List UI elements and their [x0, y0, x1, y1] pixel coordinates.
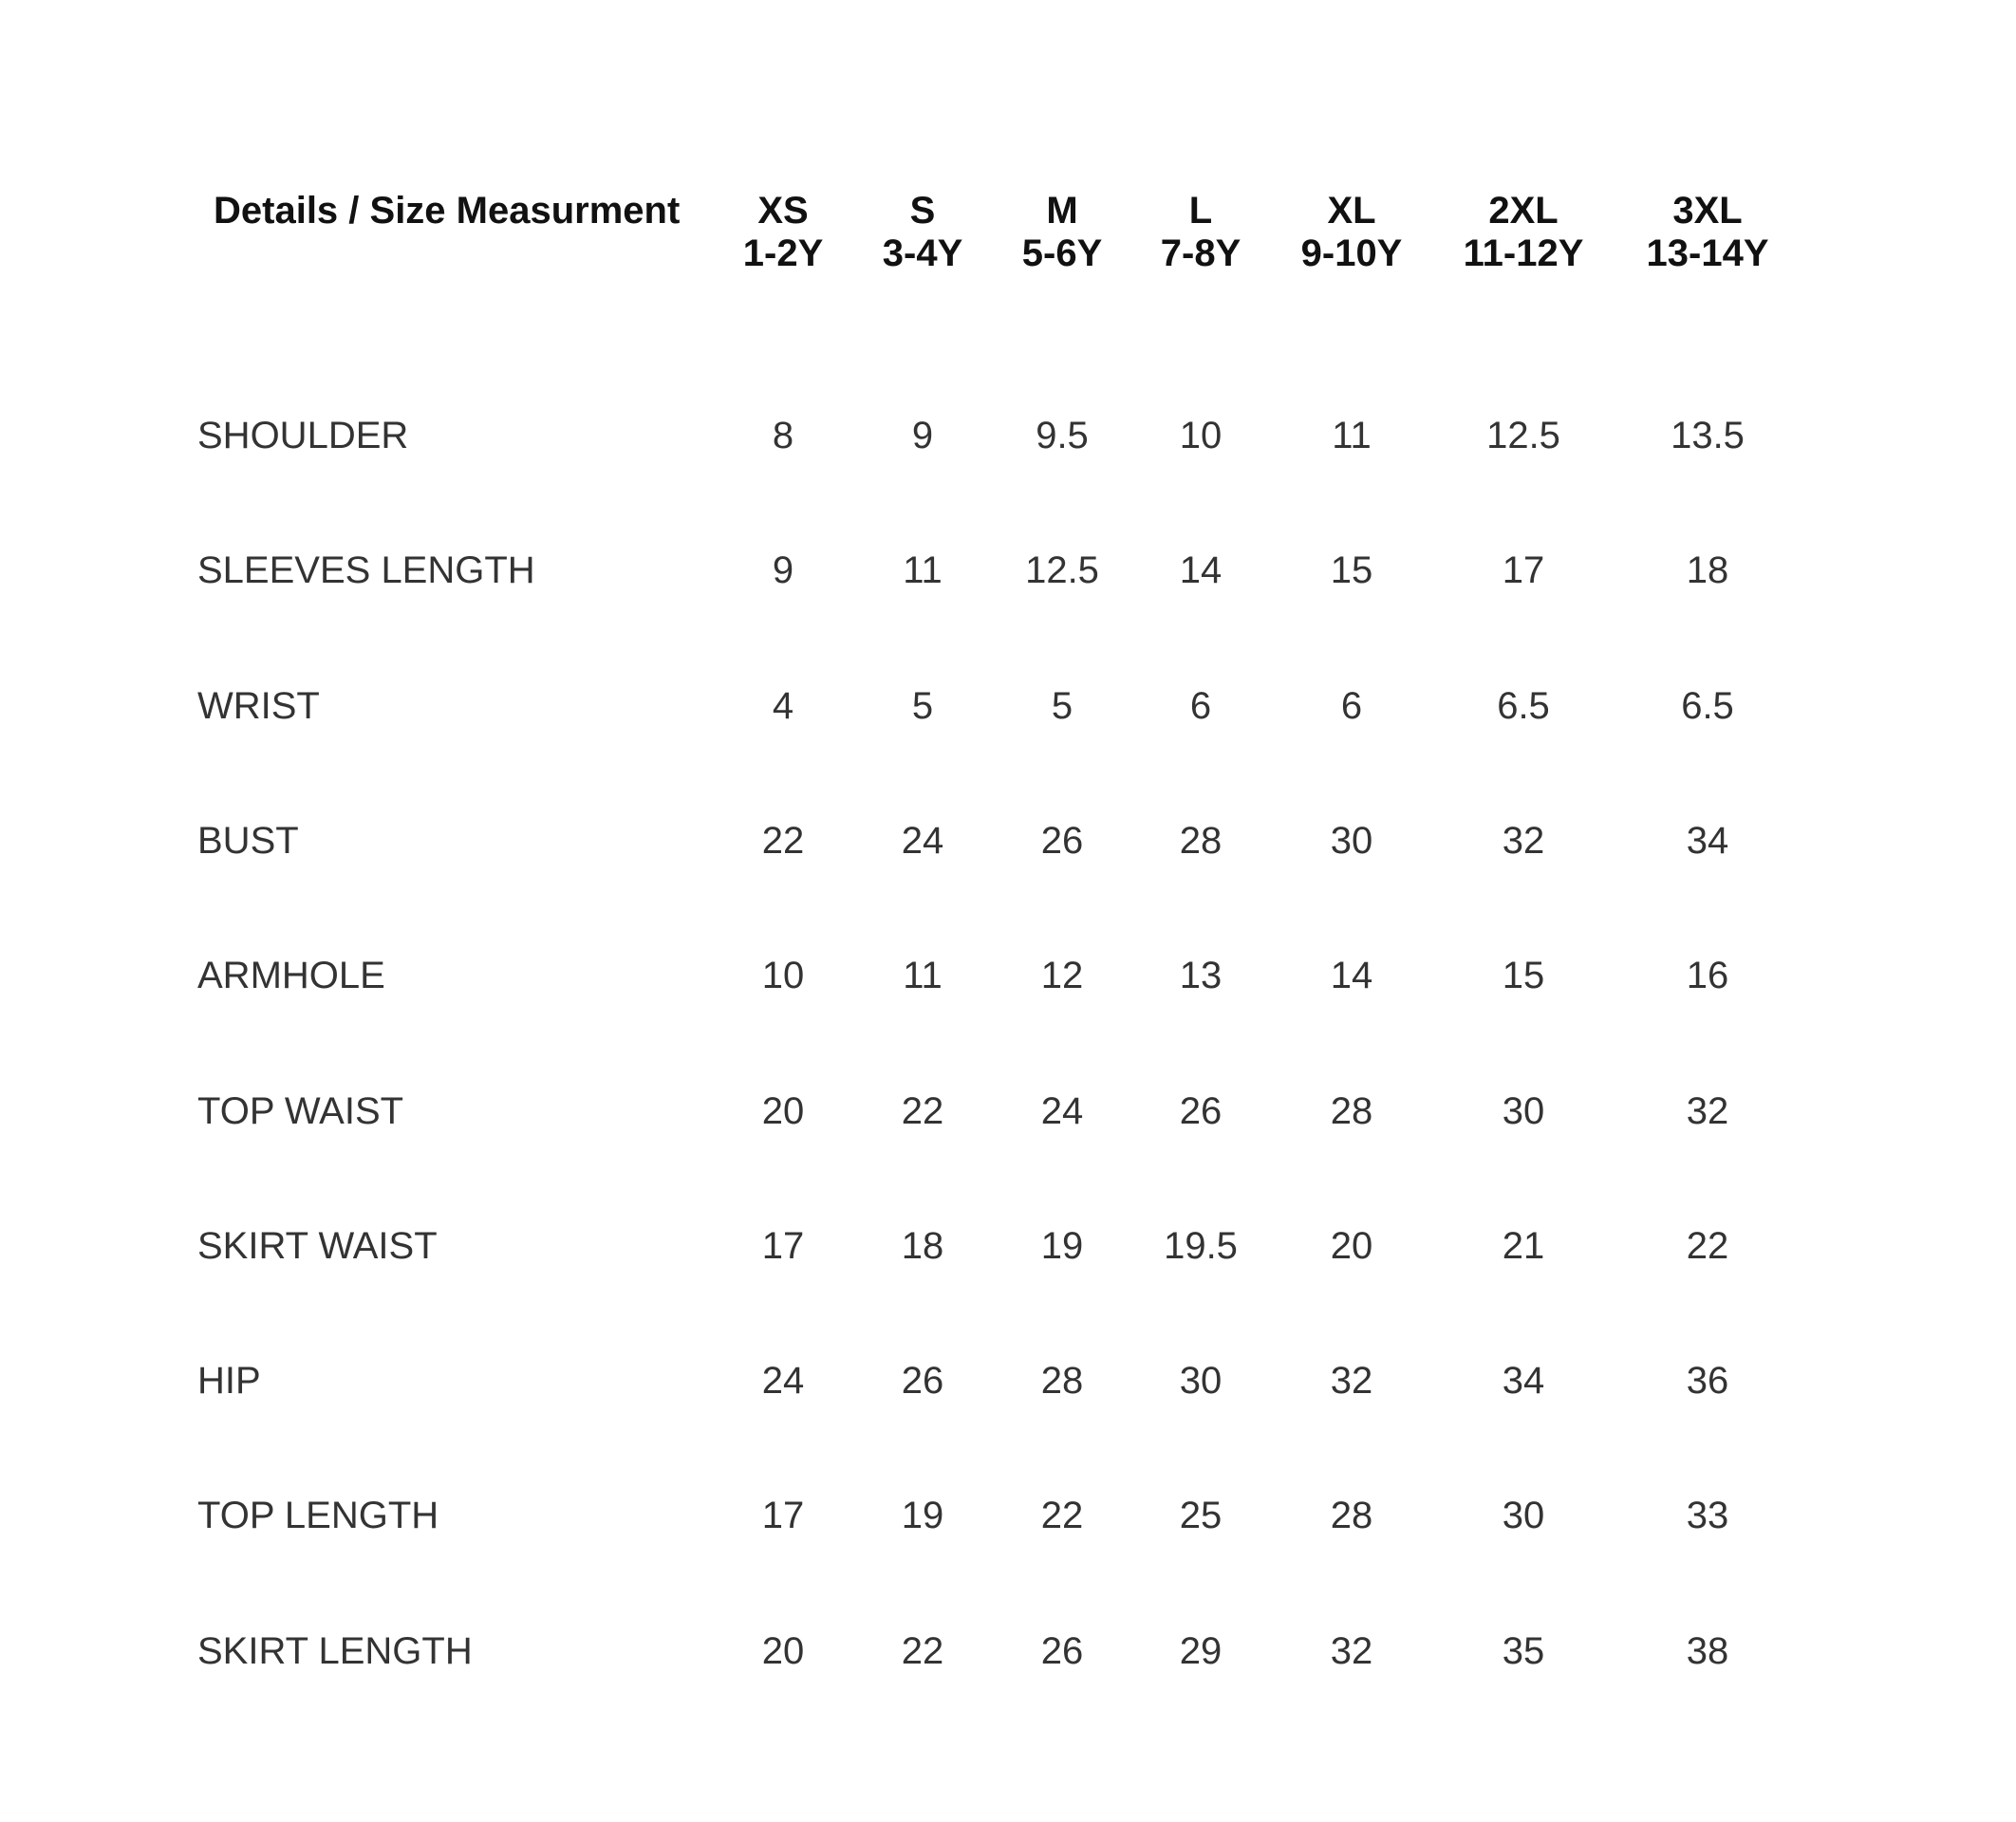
measurement: 17	[1502, 549, 1545, 592]
measurement: 9	[772, 549, 794, 592]
column-age: 13-14Y	[1646, 232, 1769, 274]
column-age: 9-10Y	[1300, 232, 1403, 274]
measurement: 35	[1502, 1629, 1545, 1672]
column-age: 7-8Y	[1160, 232, 1241, 274]
column-size: M	[1046, 190, 1078, 232]
column-age: 3-4Y	[882, 232, 963, 274]
measurement: 30	[1330, 819, 1373, 862]
measurement: 28	[1330, 1089, 1373, 1132]
measurement: 10	[761, 955, 805, 997]
measurement: 19.5	[1164, 1224, 1238, 1267]
measurement: 15	[1330, 549, 1373, 592]
measurement: 38	[1686, 1629, 1729, 1672]
measurement: 22	[1040, 1495, 1084, 1537]
measurement: 26	[901, 1360, 944, 1403]
measurement: 8	[772, 415, 794, 456]
row-label: SLEEVES LENGTH	[197, 549, 535, 592]
measurement: 30	[1179, 1360, 1223, 1403]
measurement: 36	[1686, 1360, 1729, 1403]
measurement: 11	[903, 549, 943, 592]
column-age: 5-6Y	[1021, 232, 1103, 274]
measurement: 32	[1330, 1360, 1373, 1403]
column-age: 11-12Y	[1463, 232, 1584, 274]
measurement: 6	[1189, 684, 1212, 727]
measurement: 17	[761, 1224, 805, 1267]
header-title: Details / Size Measurment	[214, 190, 681, 232]
measurement: 14	[1179, 549, 1223, 592]
column-size: XS	[757, 190, 809, 232]
row-label: SHOULDER	[197, 415, 409, 456]
measurement: 11	[903, 955, 943, 997]
measurement: 6.5	[1681, 684, 1734, 727]
column-age: 1-2Y	[742, 232, 824, 274]
measurement: 26	[1179, 1089, 1223, 1132]
measurement: 21	[1502, 1224, 1545, 1267]
measurement: 25	[1179, 1495, 1223, 1537]
measurement: 13	[1179, 955, 1223, 997]
measurement: 32	[1502, 819, 1545, 862]
measurement: 5	[1051, 684, 1073, 727]
measurement: 10	[1179, 415, 1223, 456]
measurement: 12.5	[1486, 415, 1560, 456]
measurement: 24	[1040, 1089, 1084, 1132]
measurement: 20	[761, 1629, 805, 1672]
measurement: 28	[1040, 1360, 1084, 1403]
measurement: 6	[1340, 684, 1363, 727]
measurement: 12.5	[1025, 549, 1099, 592]
measurement: 14	[1330, 955, 1373, 997]
measurement: 19	[901, 1495, 944, 1537]
measurement: 15	[1502, 955, 1545, 997]
measurement: 19	[1040, 1224, 1084, 1267]
row-label: SKIRT LENGTH	[197, 1629, 473, 1672]
measurement: 29	[1179, 1629, 1223, 1672]
measurement: 18	[1686, 549, 1729, 592]
measurement: 9.5	[1036, 415, 1089, 456]
row-label: TOP WAIST	[197, 1089, 404, 1132]
row-label: BUST	[197, 819, 299, 862]
measurement: 33	[1686, 1495, 1729, 1537]
measurement: 22	[901, 1089, 944, 1132]
column-size: 2XL	[1488, 190, 1559, 232]
measurement: 22	[1686, 1224, 1729, 1267]
column-size: 3XL	[1672, 190, 1743, 232]
measurement: 26	[1040, 1629, 1084, 1672]
measurement: 26	[1040, 819, 1084, 862]
measurement: 17	[761, 1495, 805, 1537]
measurement: 9	[911, 415, 934, 456]
measurement: 20	[761, 1089, 805, 1132]
row-label: HIP	[197, 1360, 261, 1403]
column-size: L	[1188, 190, 1213, 232]
measurement: 6.5	[1497, 684, 1550, 727]
measurement: 30	[1502, 1089, 1545, 1132]
measurement: 32	[1330, 1629, 1373, 1672]
measurement: 13.5	[1671, 415, 1745, 456]
measurement: 12	[1040, 955, 1084, 997]
measurement: 18	[901, 1224, 944, 1267]
row-label: TOP LENGTH	[197, 1495, 439, 1537]
measurement: 28	[1330, 1495, 1373, 1537]
measurement: 34	[1502, 1360, 1545, 1403]
measurement: 24	[901, 819, 944, 862]
measurement: 20	[1330, 1224, 1373, 1267]
column-size: S	[909, 190, 936, 232]
measurement: 22	[901, 1629, 944, 1672]
measurement: 32	[1686, 1089, 1729, 1132]
measurement: 28	[1179, 819, 1223, 862]
measurement: 30	[1502, 1495, 1545, 1537]
measurement: 5	[911, 684, 934, 727]
measurement: 16	[1686, 955, 1729, 997]
row-label: WRIST	[197, 684, 320, 727]
measurement: 34	[1686, 819, 1729, 862]
row-label: ARMHOLE	[197, 955, 385, 997]
measurement: 22	[761, 819, 805, 862]
measurement: 11	[1332, 415, 1372, 456]
row-label: SKIRT WAIST	[197, 1224, 438, 1267]
measurement: 24	[761, 1360, 805, 1403]
column-size: XL	[1327, 190, 1376, 232]
measurement: 4	[772, 684, 794, 727]
